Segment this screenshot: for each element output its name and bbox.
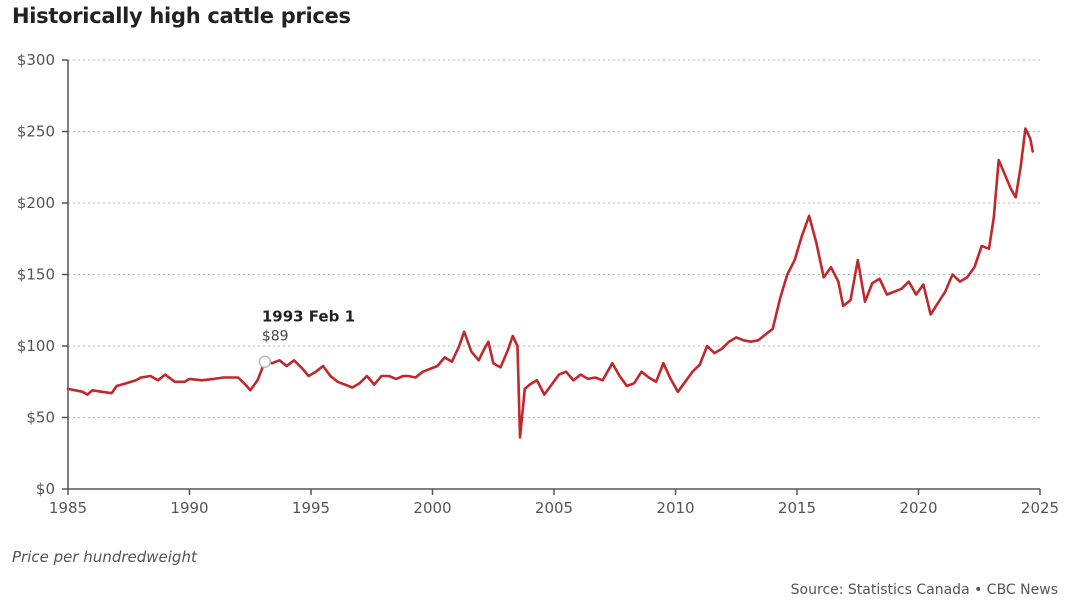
- annotation: 1993 Feb 1 $89: [258, 308, 355, 368]
- y-tick-label: $250: [17, 123, 55, 141]
- unit-note: Price per hundredweight: [12, 548, 197, 566]
- x-tick-label: 2010: [656, 499, 694, 517]
- x-tick-label: 2025: [1021, 499, 1059, 517]
- x-tick-label: 2005: [535, 499, 573, 517]
- x-tick-label: 2000: [413, 499, 451, 517]
- x-axis: 1985 1990 1995 2000 2005 2010 2015 2020 2025: [49, 488, 1059, 517]
- y-tick-label: $0: [36, 480, 55, 498]
- x-tick-label: 2015: [778, 499, 816, 517]
- y-tick-label: $200: [17, 194, 55, 212]
- annotation-value: $89: [262, 329, 289, 345]
- y-tick-label: $100: [17, 337, 55, 355]
- chart-title: Historically high cattle prices: [12, 4, 351, 28]
- x-tick-label: 1985: [49, 499, 87, 517]
- gridlines: [68, 59, 1040, 418]
- source-credit: Source: Statistics Canada • CBC News: [790, 582, 1058, 598]
- y-axis: $0 $50 $100 $150 $200 $250 $300: [17, 51, 69, 498]
- annotation-marker[interactable]: [258, 355, 272, 368]
- x-tick-label: 1995: [292, 499, 330, 517]
- x-tick-label: 1990: [170, 499, 208, 517]
- x-tick-label: 2020: [899, 499, 937, 517]
- annotation-date: 1993 Feb 1: [262, 308, 355, 326]
- y-tick-label: $150: [17, 266, 55, 284]
- y-tick-label: $50: [26, 409, 55, 427]
- y-tick-label: $300: [17, 51, 55, 69]
- series-line[interactable]: [66, 127, 1034, 439]
